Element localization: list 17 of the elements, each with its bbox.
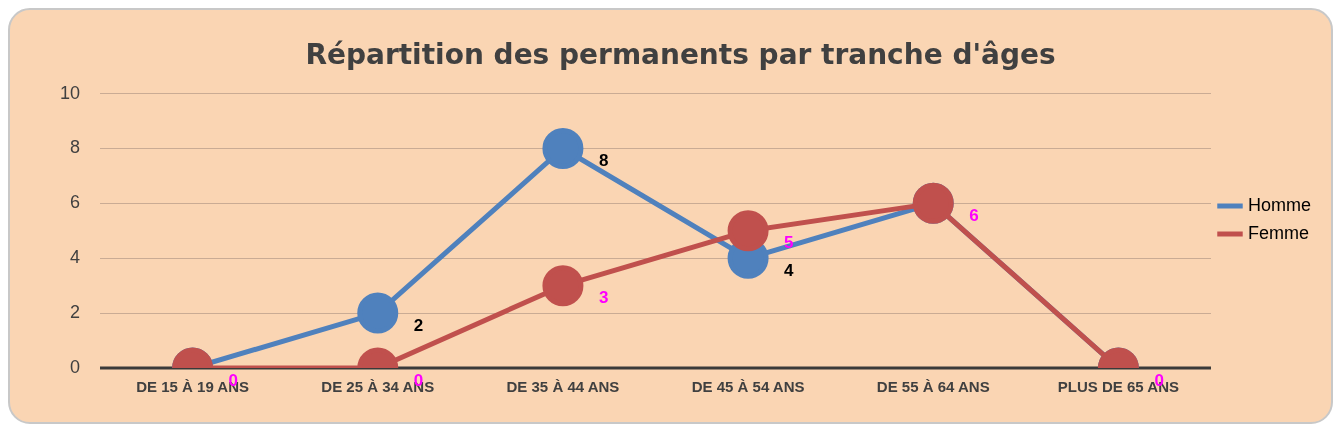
y-tick-label: 6 — [70, 192, 81, 213]
x-tick-label: DE 55 À 64 ANS — [876, 378, 990, 396]
data-label: 2 — [413, 315, 424, 335]
legend-label: Homme — [1247, 194, 1312, 215]
x-tick-label: DE 45 À 54 ANS — [691, 378, 805, 396]
x-tick-label: DE 35 À 44 ANS — [506, 378, 620, 396]
chart-title: Répartition des permanents par tranche d'âges — [305, 38, 1056, 72]
data-label: 6 — [969, 206, 979, 226]
data-label: 3 — [598, 288, 609, 308]
legend-label: Femme — [1247, 222, 1310, 243]
y-tick-label: 2 — [70, 302, 81, 323]
data-label: 4 — [784, 260, 795, 280]
y-tick-label: 10 — [59, 82, 81, 103]
y-tick-label: 0 — [70, 356, 81, 377]
y-tick-label: 4 — [70, 247, 81, 268]
data-label: 8 — [598, 151, 609, 171]
y-tick-label: 8 — [70, 137, 81, 158]
